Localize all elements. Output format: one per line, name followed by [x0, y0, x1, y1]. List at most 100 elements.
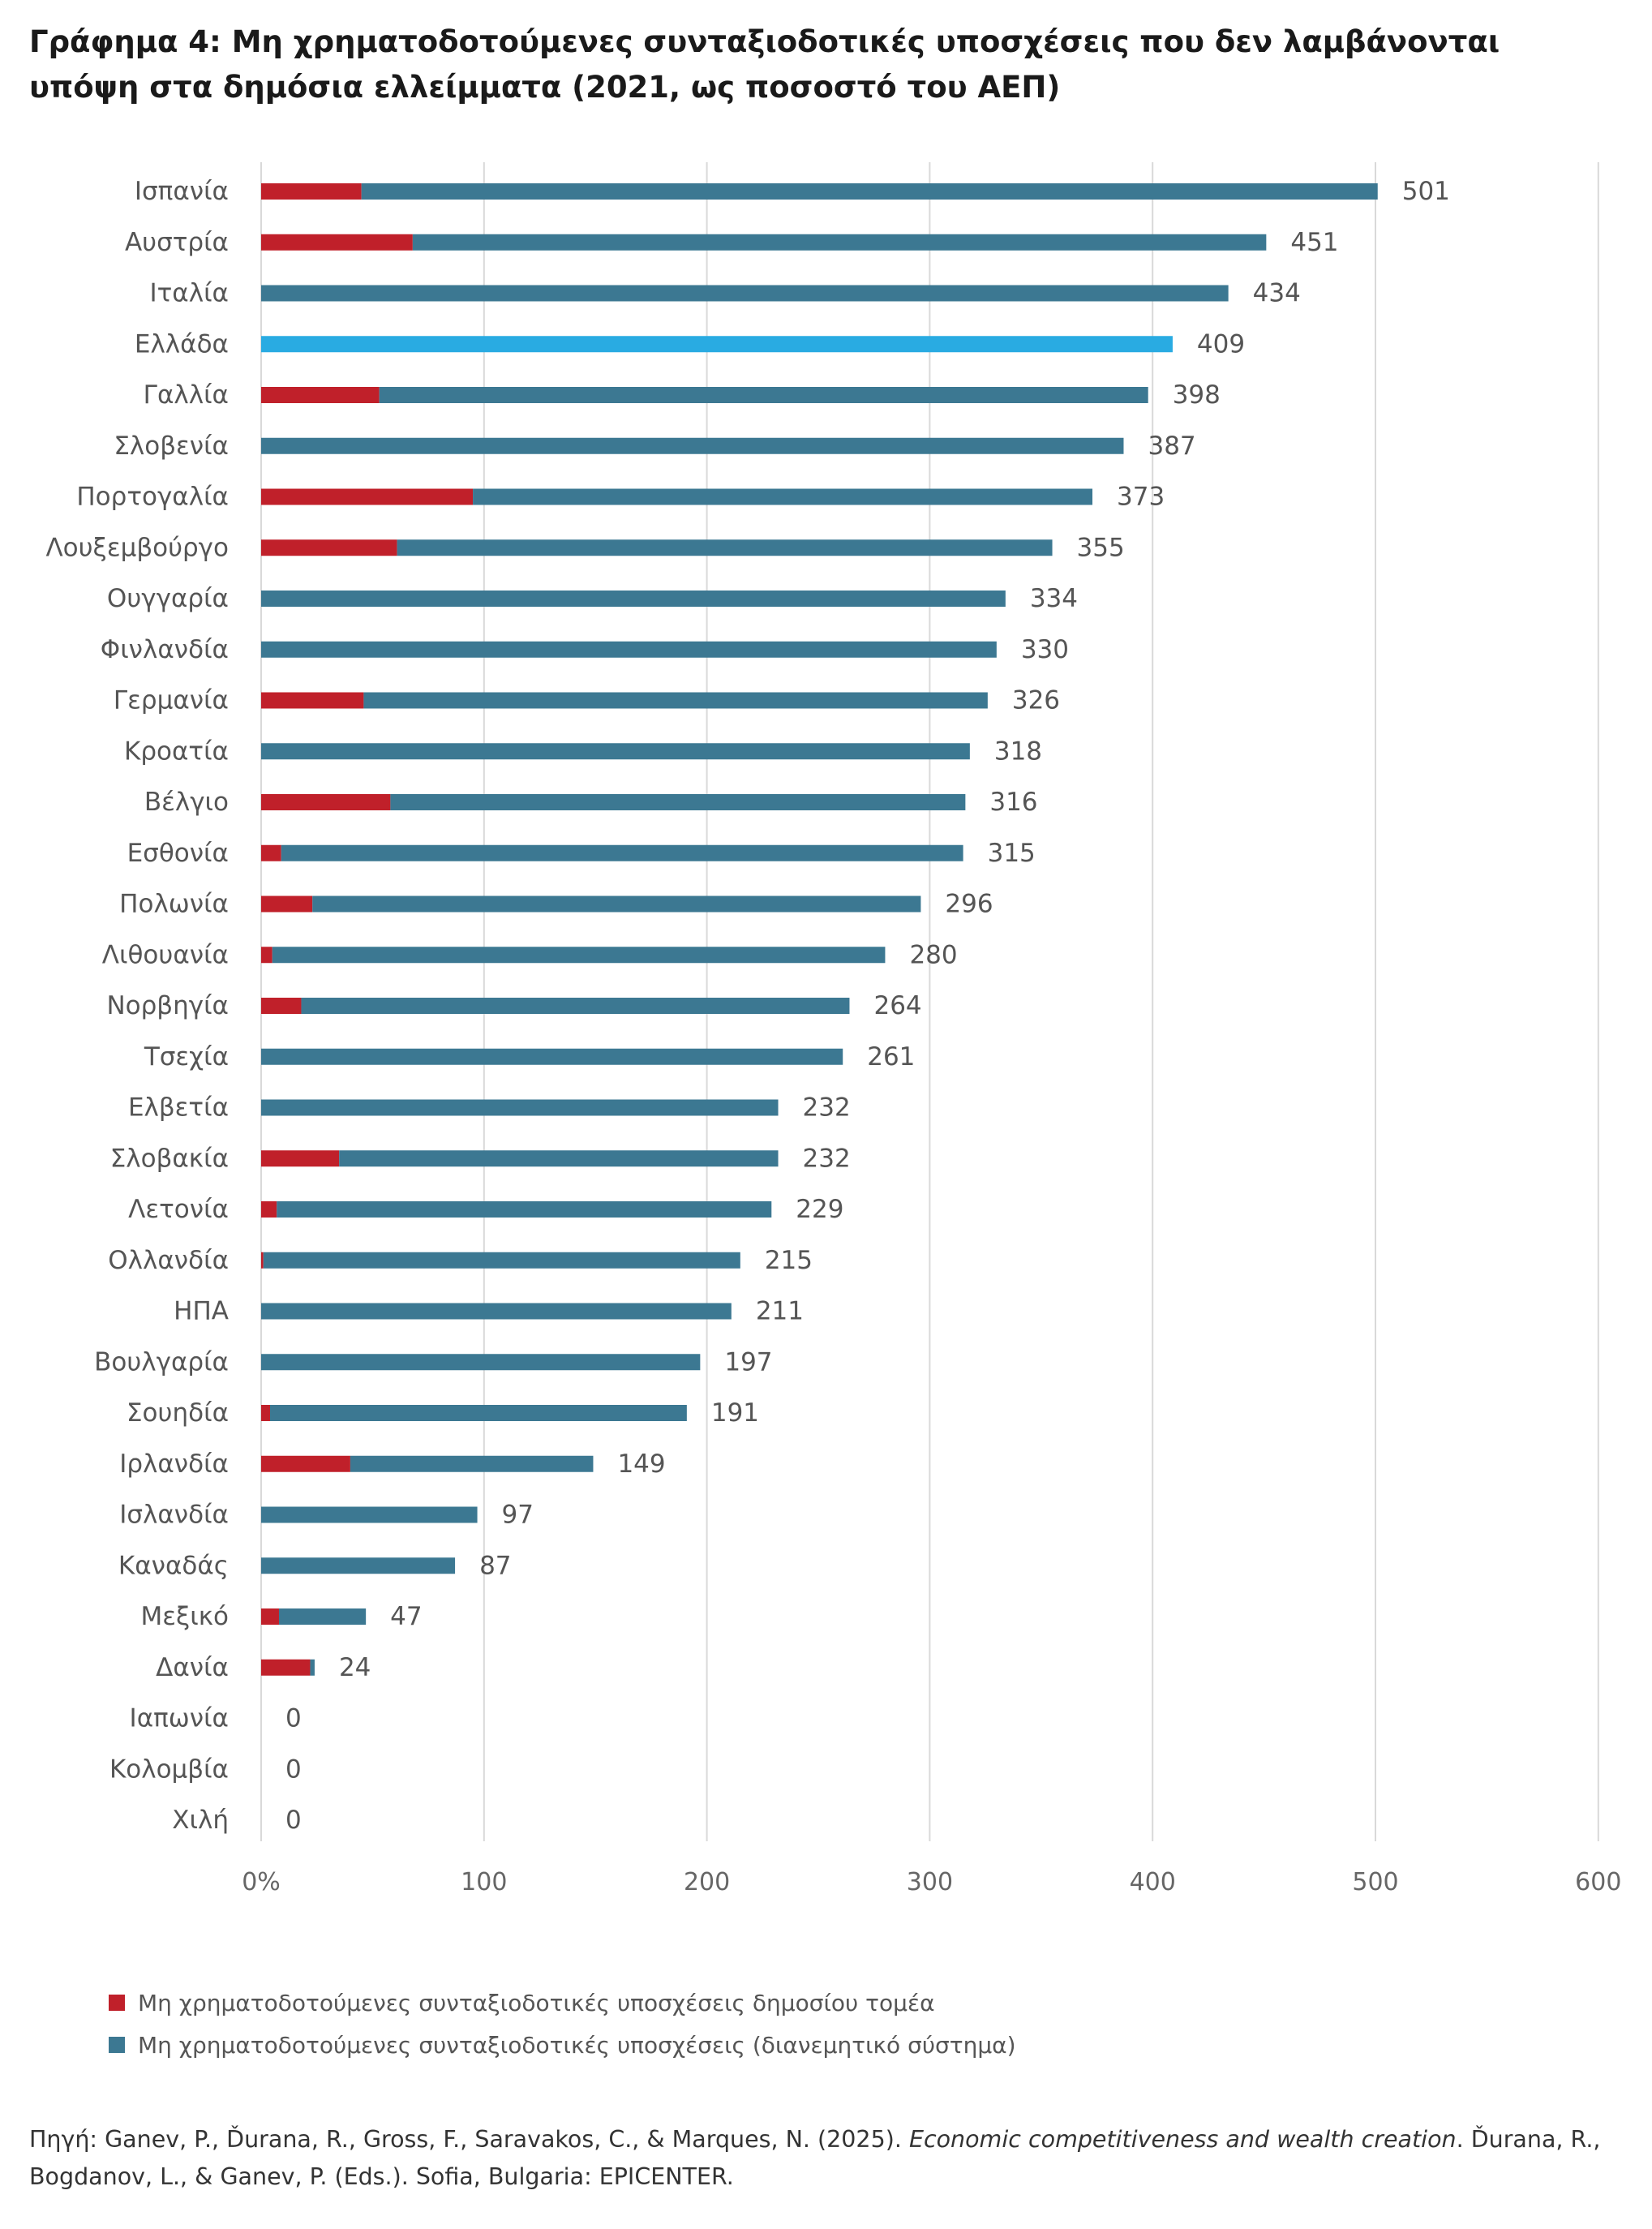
- bar-paygo: [261, 1099, 779, 1116]
- value-label: 373: [1117, 483, 1165, 512]
- category-label: Πορτογαλία: [76, 483, 229, 512]
- value-label: 318: [994, 737, 1042, 766]
- source-suffix: . Ďurana, R., Bogdanov, L., & Ganev, P. …: [29, 2126, 1601, 2190]
- chart-title: Γράφημα 4: Μη χρηματοδοτούμενες συνταξιο…: [29, 24, 1500, 105]
- bar-paygo: [350, 1455, 594, 1472]
- bar-paygo: [310, 1659, 315, 1676]
- legend-swatch-public-sector: [109, 1995, 125, 2011]
- value-label: 387: [1148, 432, 1195, 461]
- category-label: Σλοβακία: [110, 1144, 229, 1173]
- source-prefix: Πηγή: Ganev, P., Ďurana, R., Gross, F., …: [29, 2126, 909, 2153]
- category-label: Κολομβία: [109, 1754, 229, 1784]
- bar-paygo: [278, 1608, 367, 1625]
- category-label: Ιρλανδία: [119, 1449, 229, 1479]
- value-label: 191: [711, 1398, 759, 1428]
- bar-public-sector: [261, 895, 313, 913]
- category-label: Πολωνία: [119, 890, 229, 919]
- bar-paygo: [379, 387, 1148, 403]
- x-tick-label: 300: [907, 1868, 953, 1896]
- bar-paygo: [261, 285, 1229, 302]
- bar-paygo: [272, 947, 886, 964]
- value-label: 0: [285, 1806, 302, 1835]
- value-label: 315: [988, 839, 1036, 868]
- bars: [261, 183, 1378, 1676]
- category-label: Λετονία: [128, 1195, 229, 1224]
- category-label: Λουξεμβούργο: [45, 533, 229, 562]
- bar-public-sector: [261, 234, 413, 251]
- value-label: 87: [479, 1551, 511, 1580]
- value-label: 97: [502, 1501, 534, 1530]
- bar-public-sector: [261, 1201, 277, 1218]
- bar-public-sector: [261, 947, 272, 964]
- bar-paygo: [269, 1405, 687, 1421]
- value-label: 215: [765, 1246, 813, 1275]
- category-label: ΗΠΑ: [174, 1297, 229, 1326]
- value-label: 232: [803, 1144, 851, 1173]
- value-label: 398: [1173, 380, 1221, 410]
- category-label: Τσεχία: [144, 1042, 229, 1072]
- bar-public-sector: [261, 183, 362, 200]
- legend-swatch-paygo: [109, 2037, 125, 2053]
- legend-label-paygo: Μη χρηματοδοτούμενες συνταξιοδοτικές υπο…: [138, 2031, 1016, 2059]
- bar-paygo: [301, 998, 850, 1014]
- category-label: Ισπανία: [135, 177, 229, 206]
- value-label: 296: [945, 890, 993, 919]
- bar-paygo: [397, 539, 1053, 556]
- bar-paygo: [363, 692, 988, 709]
- value-label: 211: [756, 1297, 804, 1326]
- bar-public-sector: [261, 998, 302, 1014]
- source-note: Πηγή: Ganev, P., Ďurana, R., Gross, F., …: [29, 2121, 1627, 2196]
- bar-paygo: [261, 743, 970, 760]
- bar-paygo: [339, 1150, 779, 1167]
- bar-paygo: [261, 1506, 478, 1523]
- x-tick-label: 500: [1352, 1868, 1398, 1896]
- legend-item-public-sector: Μη χρηματοδοτούμενες συνταξιοδοτικές υπο…: [109, 1986, 935, 2019]
- category-label: Νορβηγία: [106, 991, 229, 1020]
- value-label: 232: [803, 1093, 851, 1123]
- value-label: 0: [285, 1754, 302, 1784]
- bar-paygo: [473, 488, 1093, 505]
- source-title: Economic competitiveness and wealth crea…: [908, 2126, 1457, 2153]
- category-label: Εσθονία: [127, 839, 229, 868]
- bar-public-sector: [261, 692, 364, 709]
- bar-paygo: [261, 641, 997, 658]
- x-tick-label: 400: [1130, 1868, 1176, 1896]
- bar-paygo: [261, 1354, 701, 1371]
- bar-highlight: [261, 336, 1173, 353]
- category-label: Φινλανδία: [101, 635, 229, 664]
- value-label: 316: [989, 788, 1037, 817]
- value-label: 149: [617, 1449, 665, 1479]
- bar-paygo: [361, 183, 1378, 200]
- bar-public-sector: [261, 387, 380, 403]
- value-label: 501: [1402, 177, 1450, 206]
- value-label: 197: [724, 1347, 772, 1376]
- bar-public-sector: [261, 539, 397, 556]
- bar-paygo: [261, 591, 1006, 607]
- labels: 0% 100 200 300 400 500 600 Ισπανία 501 Αυστρία 451…: [45, 177, 1621, 1896]
- category-label: Ελλάδα: [135, 329, 229, 359]
- category-label: Ουγγαρία: [107, 584, 229, 613]
- bar-public-sector: [261, 794, 391, 810]
- bar-public-sector: [261, 1150, 340, 1167]
- value-label: 409: [1197, 329, 1245, 359]
- category-label: Γερμανία: [114, 686, 229, 715]
- value-label: 24: [339, 1653, 371, 1682]
- value-label: 229: [796, 1195, 843, 1224]
- category-label: Σουηδία: [127, 1398, 229, 1428]
- value-label: 451: [1290, 228, 1338, 257]
- category-label: Ισλανδία: [119, 1501, 229, 1530]
- bar-public-sector: [261, 1405, 270, 1421]
- value-label: 47: [390, 1602, 422, 1631]
- value-label: 334: [1030, 584, 1078, 613]
- value-label: 434: [1253, 279, 1301, 308]
- bar-public-sector: [261, 488, 474, 505]
- category-label: Σλοβενία: [114, 432, 229, 461]
- category-label: Αυστρία: [125, 228, 229, 257]
- category-label: Καναδάς: [118, 1551, 229, 1580]
- category-label: Βουλγαρία: [94, 1347, 229, 1376]
- category-label: Λιθουανία: [102, 940, 229, 969]
- bar-public-sector: [261, 1252, 264, 1269]
- value-label: 280: [909, 940, 957, 969]
- value-label: 355: [1077, 533, 1125, 562]
